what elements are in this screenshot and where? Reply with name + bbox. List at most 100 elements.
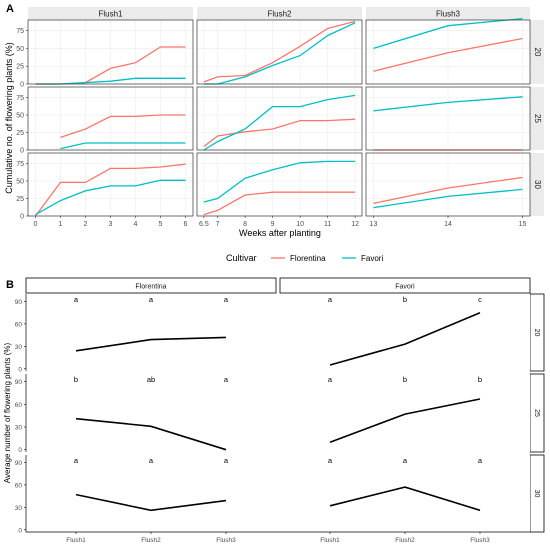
facet-row-label: 25 (533, 114, 542, 123)
facet-strip-flush2 (197, 7, 362, 20)
significance-letter: a (224, 456, 229, 465)
panel-a-label: A (6, 3, 14, 15)
mean-line (329, 311, 481, 366)
x-tick-label: 13 (370, 221, 378, 228)
panel-a: A Flush1 Flush2 Flush3202530025507502550750… (4, 3, 544, 263)
significance-letter: a (74, 456, 79, 465)
x-tick-label: Flush2 (141, 537, 161, 544)
significance-letter: a (328, 456, 333, 465)
y-tick-label: 50 (16, 179, 24, 186)
series-line-favori (373, 188, 523, 209)
significance-letter: c (478, 295, 482, 304)
significance-letter: b (74, 375, 78, 384)
x-tick-label: 1 (59, 221, 63, 228)
significance-letter: a (403, 456, 408, 465)
x-tick-label: 6.5 (199, 221, 209, 228)
facet-strip-label: Favori (395, 284, 415, 291)
mean-line (75, 336, 227, 352)
facet-panel (26, 294, 276, 371)
facet-strip-flush3 (366, 7, 530, 20)
x-tick-label: 8 (243, 221, 247, 228)
series-line-florentina (373, 176, 523, 205)
facet-panel (197, 20, 362, 84)
y-tick-label: 50 (16, 113, 24, 120)
y-tick-label: 50 (16, 46, 24, 53)
y-tick-label: 0 (20, 214, 24, 221)
facet-row-label: 30 (533, 180, 542, 189)
facet-panel (26, 455, 276, 532)
y-tick-label: 25 (16, 130, 24, 137)
y-tick-label: 0 (18, 447, 22, 454)
facet-strip-row-25 (530, 87, 544, 150)
facet-row-label: 20 (533, 48, 542, 57)
series-line-florentina (203, 118, 356, 148)
significance-letter: a (224, 295, 229, 304)
significance-letter: a (149, 456, 154, 465)
x-tick-label: 12 (351, 221, 359, 228)
x-tick-label: 3 (109, 221, 113, 228)
series-line-favori (373, 17, 523, 50)
facet-panel (197, 153, 362, 216)
facet-strip-label: Flush1 (98, 10, 123, 19)
x-tick-label: 15 (519, 221, 527, 228)
facet-strip-label: Flush3 (436, 10, 461, 19)
facet-strip-row-30 (530, 153, 544, 216)
series-line-favori (60, 142, 186, 150)
x-tick-label: 9 (271, 221, 275, 228)
y-tick-label: 90 (15, 379, 23, 386)
legend-title: Cultivar (226, 253, 257, 263)
legend-label-favori: Favori (361, 254, 383, 263)
significance-letter: b (403, 295, 407, 304)
y-axis-title: Cumulative no. of flowering plants (%) (4, 42, 14, 194)
x-tick-label: 4 (134, 221, 138, 228)
mean-line (329, 398, 481, 443)
panel-b: B Florentina Favori 20 25 30 0 30 60 90 0 30 60 90 0 30… (3, 277, 545, 544)
y-tick-label: 60 (15, 402, 23, 409)
legend-label-florentina: Florentina (290, 254, 326, 263)
facet-panel (280, 455, 530, 532)
series-line-florentina (60, 114, 186, 139)
x-tick-label: 2 (84, 221, 88, 228)
legend: Cultivar Florentina Favori (226, 253, 383, 263)
y-tick-label: 90 (15, 460, 23, 467)
significance-letter: a (328, 295, 333, 304)
facet-strip-label: Florentina (135, 284, 166, 291)
significance-letter: a (224, 375, 229, 384)
significance-letter: a (149, 295, 154, 304)
x-tick-label: Flush3 (470, 537, 490, 544)
facet-row-label: 20 (533, 329, 540, 337)
x-axis-title: Weeks after planting (239, 228, 321, 238)
facet-strip-favori (279, 277, 531, 294)
mean-line (329, 486, 481, 512)
y-tick-label: 0 (18, 527, 22, 534)
series-line-favori (203, 160, 356, 203)
series-line-favori (373, 96, 523, 112)
significance-letter: a (74, 295, 79, 304)
facet-strip-row-20 (530, 20, 544, 84)
y-tick-label: 0 (20, 148, 24, 155)
y-tick-label: 30 (15, 505, 23, 512)
significance-letter: a (478, 456, 483, 465)
y-tick-label: 30 (15, 425, 23, 432)
series-line-florentina (373, 37, 523, 72)
facet-border (196, 152, 363, 217)
mean-line (75, 493, 227, 512)
series-line-favori (35, 179, 186, 216)
x-tick-label: Flush1 (66, 537, 86, 544)
y-tick-label: 25 (16, 196, 24, 203)
significance-letter: a (328, 375, 333, 384)
y-tick-label: 60 (15, 482, 23, 489)
facet-panel (280, 374, 530, 452)
y-tick-label: 0 (20, 82, 24, 89)
series-line-florentina (203, 191, 356, 216)
significance-letter: b (403, 375, 407, 384)
facet-strip-florentina (25, 277, 277, 294)
facet-border (196, 19, 363, 85)
x-tick-label: Flush1 (320, 537, 340, 544)
facet-strip-flush1 (28, 7, 193, 20)
mean-line (75, 417, 227, 451)
x-tick-label: 0 (34, 221, 38, 228)
facet-panel (280, 294, 530, 371)
y-axis-title: Average number of flowering plants (%) (3, 342, 12, 483)
